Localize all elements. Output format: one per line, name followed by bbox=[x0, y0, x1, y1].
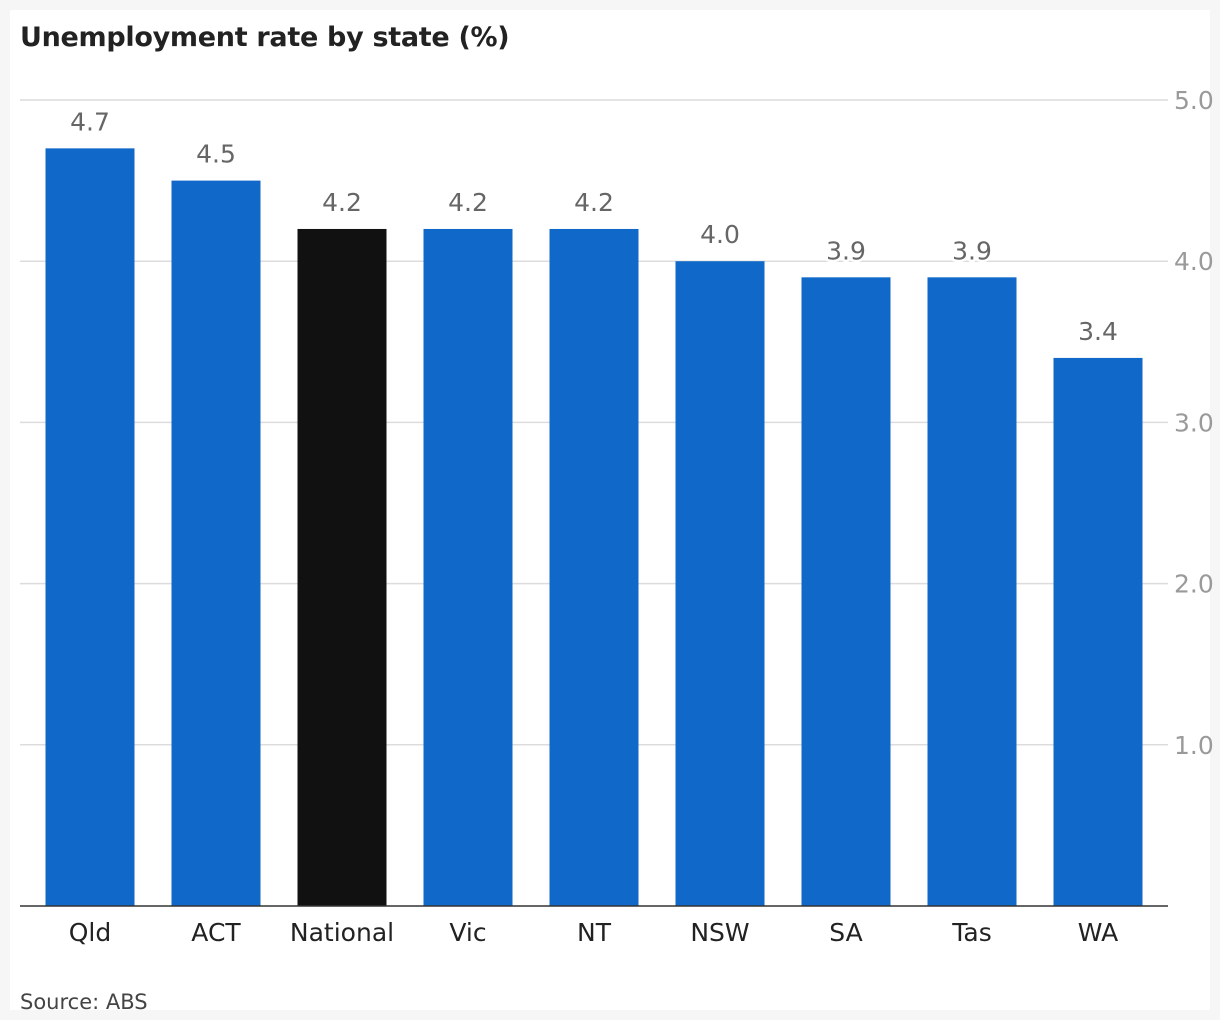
x-tick-label: Vic bbox=[449, 918, 486, 947]
data-labels: 4.7 4.5 4.2 4.2 4.2 4.0 3.9 3.9 3.4 bbox=[68, 105, 1121, 349]
bar-qld bbox=[45, 148, 135, 907]
data-label: 4.2 bbox=[574, 188, 614, 217]
y-axis-ticks: 1.0 2.0 3.0 4.0 5.0 bbox=[1174, 86, 1214, 760]
data-label: 3.4 bbox=[1078, 317, 1118, 346]
x-tick-label: NT bbox=[577, 918, 612, 947]
bar-wa bbox=[1053, 357, 1143, 906]
x-axis-ticks: Qld ACT National Vic NT NSW SA Tas WA bbox=[69, 918, 1118, 947]
x-tick-label: National bbox=[290, 918, 394, 947]
x-tick-label: ACT bbox=[191, 918, 241, 947]
y-tick-label: 5.0 bbox=[1174, 86, 1214, 115]
bars bbox=[45, 148, 1143, 907]
data-label: 4.7 bbox=[70, 107, 110, 136]
bar-nt bbox=[549, 228, 639, 906]
x-tick-label: SA bbox=[829, 918, 862, 947]
data-label: 4.2 bbox=[322, 188, 362, 217]
bar-nsw bbox=[675, 261, 765, 906]
data-label: 4.0 bbox=[700, 220, 740, 249]
y-tick-label: 2.0 bbox=[1174, 570, 1214, 599]
bar-vic bbox=[423, 228, 513, 906]
x-tick-label: NSW bbox=[690, 918, 749, 947]
y-tick-label: 1.0 bbox=[1174, 731, 1214, 760]
data-label: 3.9 bbox=[952, 236, 992, 265]
bar-act bbox=[171, 180, 261, 907]
data-label: 4.5 bbox=[196, 140, 236, 169]
x-tick-label: Tas bbox=[951, 918, 991, 947]
y-tick-label: 3.0 bbox=[1174, 408, 1214, 437]
data-label: 4.2 bbox=[448, 188, 488, 217]
bar-national bbox=[297, 228, 387, 906]
data-label: 3.9 bbox=[826, 236, 866, 265]
y-tick-label: 4.0 bbox=[1174, 247, 1214, 276]
chart-title: Unemployment rate by state (%) bbox=[20, 22, 510, 53]
bar-tas bbox=[927, 277, 1017, 906]
x-tick-label: Qld bbox=[69, 918, 112, 947]
bar-sa bbox=[801, 277, 891, 906]
x-tick-label: WA bbox=[1078, 918, 1118, 947]
chart-source: Source: ABS bbox=[20, 990, 148, 1014]
bar-chart: 4.7 4.5 4.2 4.2 4.2 4.0 3.9 3.9 3.4 1.0 2.0 3.0 4.0… bbox=[20, 86, 1214, 947]
